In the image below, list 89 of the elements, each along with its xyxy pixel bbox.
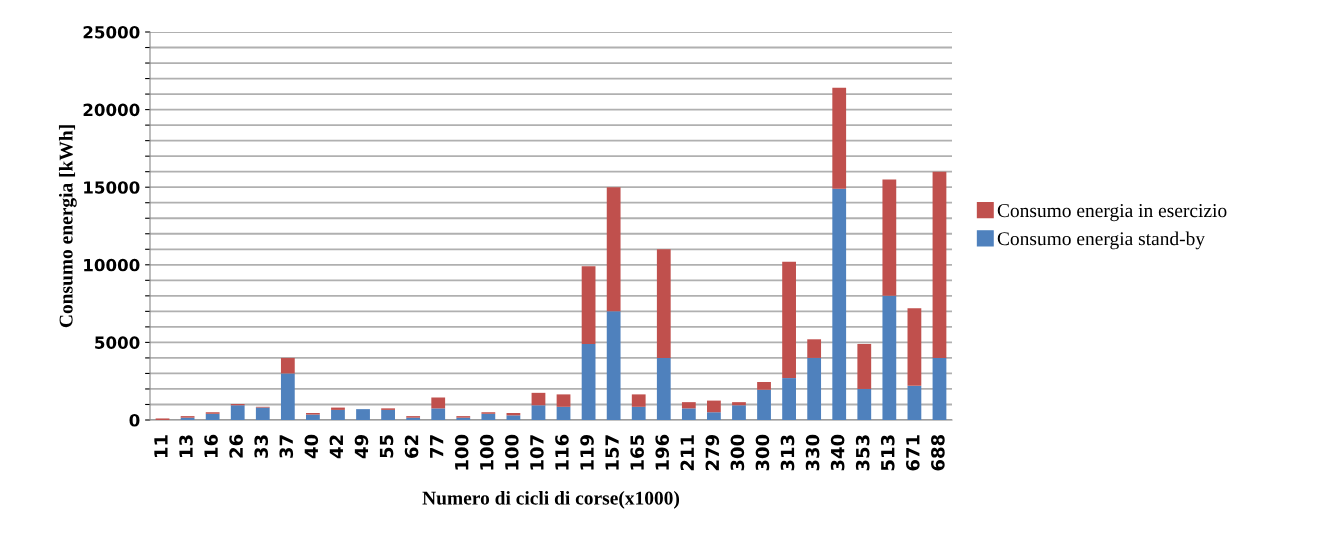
x-tick-label: 11 [154,435,168,457]
bar [857,388,872,420]
x-tick-label: 119 [580,435,594,470]
x-tick-label: 37 [279,435,294,458]
x-tick-label: 513 [880,435,895,471]
bar [306,414,320,420]
bar [280,357,295,374]
bar [732,405,746,420]
x-tick-label: 26 [229,434,243,458]
bar [531,392,546,406]
x-axis-title: Numero di cicli di corse(x1000) [422,491,680,509]
y-tick-label: 20000 [83,103,140,117]
x-tick-label: 62 [404,435,419,458]
x-tick-label: 165 [630,435,644,470]
x-tick-label: 16 [204,434,218,457]
x-tick-label: 107 [530,435,544,470]
y-tick-label: 25000 [83,25,140,39]
x-tick-label: 33 [254,435,269,458]
bar [656,249,671,358]
bar [255,407,270,420]
bar [807,339,822,358]
bar [431,408,446,420]
x-tick-label: 330 [805,434,820,471]
bar [707,400,721,413]
bar [757,389,771,420]
bar [205,413,220,420]
y-tick-label: 5000 [95,336,140,349]
bar [832,188,847,420]
x-tick-label: 196 [655,434,670,470]
x-tick-label: 100 [504,434,519,470]
y-tick-label: 15000 [84,181,140,194]
bar [882,179,897,296]
bar [506,415,521,420]
bar [757,381,771,390]
bar [331,409,345,420]
bar [631,406,646,420]
bar [932,171,947,358]
x-tick-label: 157 [605,435,619,470]
bar [907,308,922,386]
bar [606,311,621,420]
x-tick-label: 688 [931,435,945,471]
bar [656,357,671,420]
y-tick-label: 0 [129,413,140,427]
bar [280,373,295,420]
bar [556,406,571,420]
bar [531,405,546,420]
bar [381,409,395,420]
x-tick-label: 279 [705,435,720,471]
x-tick-label: 300 [755,434,770,471]
bar [681,408,696,420]
x-tick-label: 49 [354,435,369,459]
x-tick-label: 340 [830,434,845,471]
bar [681,402,696,409]
x-tick-label: 13 [179,435,193,457]
x-tick-label: 100 [454,434,469,470]
bar [631,394,646,407]
x-tick-label: 211 [680,435,694,471]
y-tick-label: 10000 [84,258,140,272]
bar [832,87,847,189]
bar [807,357,822,420]
x-tick-label: 55 [379,435,394,458]
bar [606,187,621,312]
x-tick-label: 671 [906,435,920,471]
x-tick-label: 77 [430,435,444,458]
x-tick-label: 42 [329,435,343,459]
bar [431,397,446,409]
x-tick-label: 300 [730,434,745,471]
bar [932,357,947,420]
x-tick-label: 353 [855,435,870,471]
bar [556,394,571,407]
x-tick-label: 100 [479,434,494,470]
bar [581,343,596,420]
bar [782,378,796,420]
bar [907,385,922,420]
bar [581,266,596,344]
bar [707,412,721,420]
x-tick-label: 40 [304,434,319,459]
bar [782,261,796,379]
bar [732,402,746,406]
bar [857,343,872,389]
bar [882,295,897,420]
bar [230,405,245,420]
legend-label: Consumo energia in esercizio [997,204,1227,222]
y-axis-title: Consumo energia [kWh] [58,125,77,328]
bar [481,413,496,420]
bar [356,409,370,420]
x-tick-label: 116 [555,434,569,470]
x-tick-label: 313 [780,435,795,471]
legend-label: Consumo energia stand-by [997,231,1205,250]
